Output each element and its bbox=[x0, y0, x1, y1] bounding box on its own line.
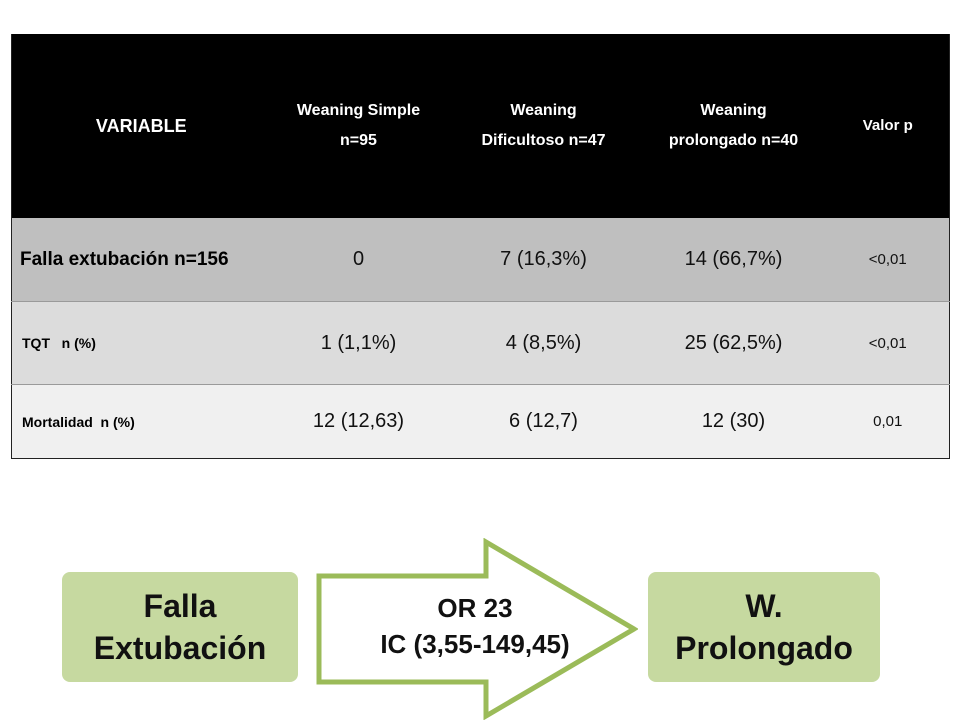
odds-ratio-label: OR 23 IC (3,55-149,45) bbox=[340, 590, 610, 662]
table-row: TQT n (%) 1 (1,1%) 4 (8,5%) 25 (62,5%) <… bbox=[11, 301, 950, 385]
header-weaning-dificultoso-line2: Dificultoso n=47 bbox=[481, 132, 606, 149]
cell-simple: 0 bbox=[270, 218, 447, 302]
header-weaning-dificultoso: Weaning Dificultoso n=47 bbox=[446, 34, 641, 218]
cell-simple: 12 (12,63) bbox=[270, 384, 447, 459]
odds-ratio-line2: IC (3,55-149,45) bbox=[380, 629, 570, 659]
cell-p-value: <0,01 bbox=[826, 301, 950, 385]
arrow-icon bbox=[316, 538, 638, 720]
header-weaning-dificultoso-line1: Weaning bbox=[510, 102, 577, 119]
cell-simple: 1 (1,1%) bbox=[270, 301, 447, 385]
cell-prolongado: 25 (62,5%) bbox=[640, 301, 827, 385]
w-prolongado-line1: W. bbox=[745, 588, 783, 624]
falla-extubacion-box: Falla Extubación bbox=[62, 572, 298, 682]
table-row: Mortalidad n (%) 12 (12,63) 6 (12,7) 12 … bbox=[11, 384, 950, 459]
falla-extubacion-line1: Falla bbox=[143, 588, 217, 624]
table-header-row: VARIABLE Weaning Simple n=95 Weaning Dif… bbox=[11, 34, 950, 218]
header-weaning-simple-line2: n=95 bbox=[340, 132, 377, 149]
header-weaning-simple-line1: Weaning Simple bbox=[296, 102, 421, 119]
falla-extubacion-line2: Extubación bbox=[93, 630, 267, 666]
odds-ratio-line1: OR 23 bbox=[437, 593, 513, 623]
cell-dificultoso: 4 (8,5%) bbox=[446, 301, 641, 385]
header-weaning-prolongado: Weaning prolongado n=40 bbox=[640, 34, 827, 218]
header-variable: VARIABLE bbox=[11, 34, 271, 218]
arrow-shape bbox=[316, 538, 638, 720]
row-label: Falla extubación n=156 bbox=[11, 218, 271, 302]
header-weaning-simple: Weaning Simple n=95 bbox=[270, 34, 447, 218]
header-weaning-prolongado-line2: prolongado n=40 bbox=[668, 132, 799, 149]
cell-p-value: 0,01 bbox=[826, 384, 950, 459]
header-weaning-prolongado-line1: Weaning bbox=[700, 102, 767, 119]
cell-dificultoso: 7 (16,3%) bbox=[446, 218, 641, 302]
cell-prolongado: 14 (66,7%) bbox=[640, 218, 827, 302]
cell-dificultoso: 6 (12,7) bbox=[446, 384, 641, 459]
cell-p-value: <0,01 bbox=[826, 218, 950, 302]
results-table: VARIABLE Weaning Simple n=95 Weaning Dif… bbox=[11, 34, 950, 459]
table-row: Falla extubación n=156 0 7 (16,3%) 14 (6… bbox=[11, 218, 950, 302]
row-label: TQT n (%) bbox=[11, 301, 271, 385]
cell-prolongado: 12 (30) bbox=[640, 384, 827, 459]
w-prolongado-box: W. Prolongado bbox=[648, 572, 880, 682]
header-valor-p: Valor p bbox=[826, 34, 950, 218]
row-label: Mortalidad n (%) bbox=[11, 384, 271, 459]
w-prolongado-line2: Prolongado bbox=[675, 630, 853, 666]
